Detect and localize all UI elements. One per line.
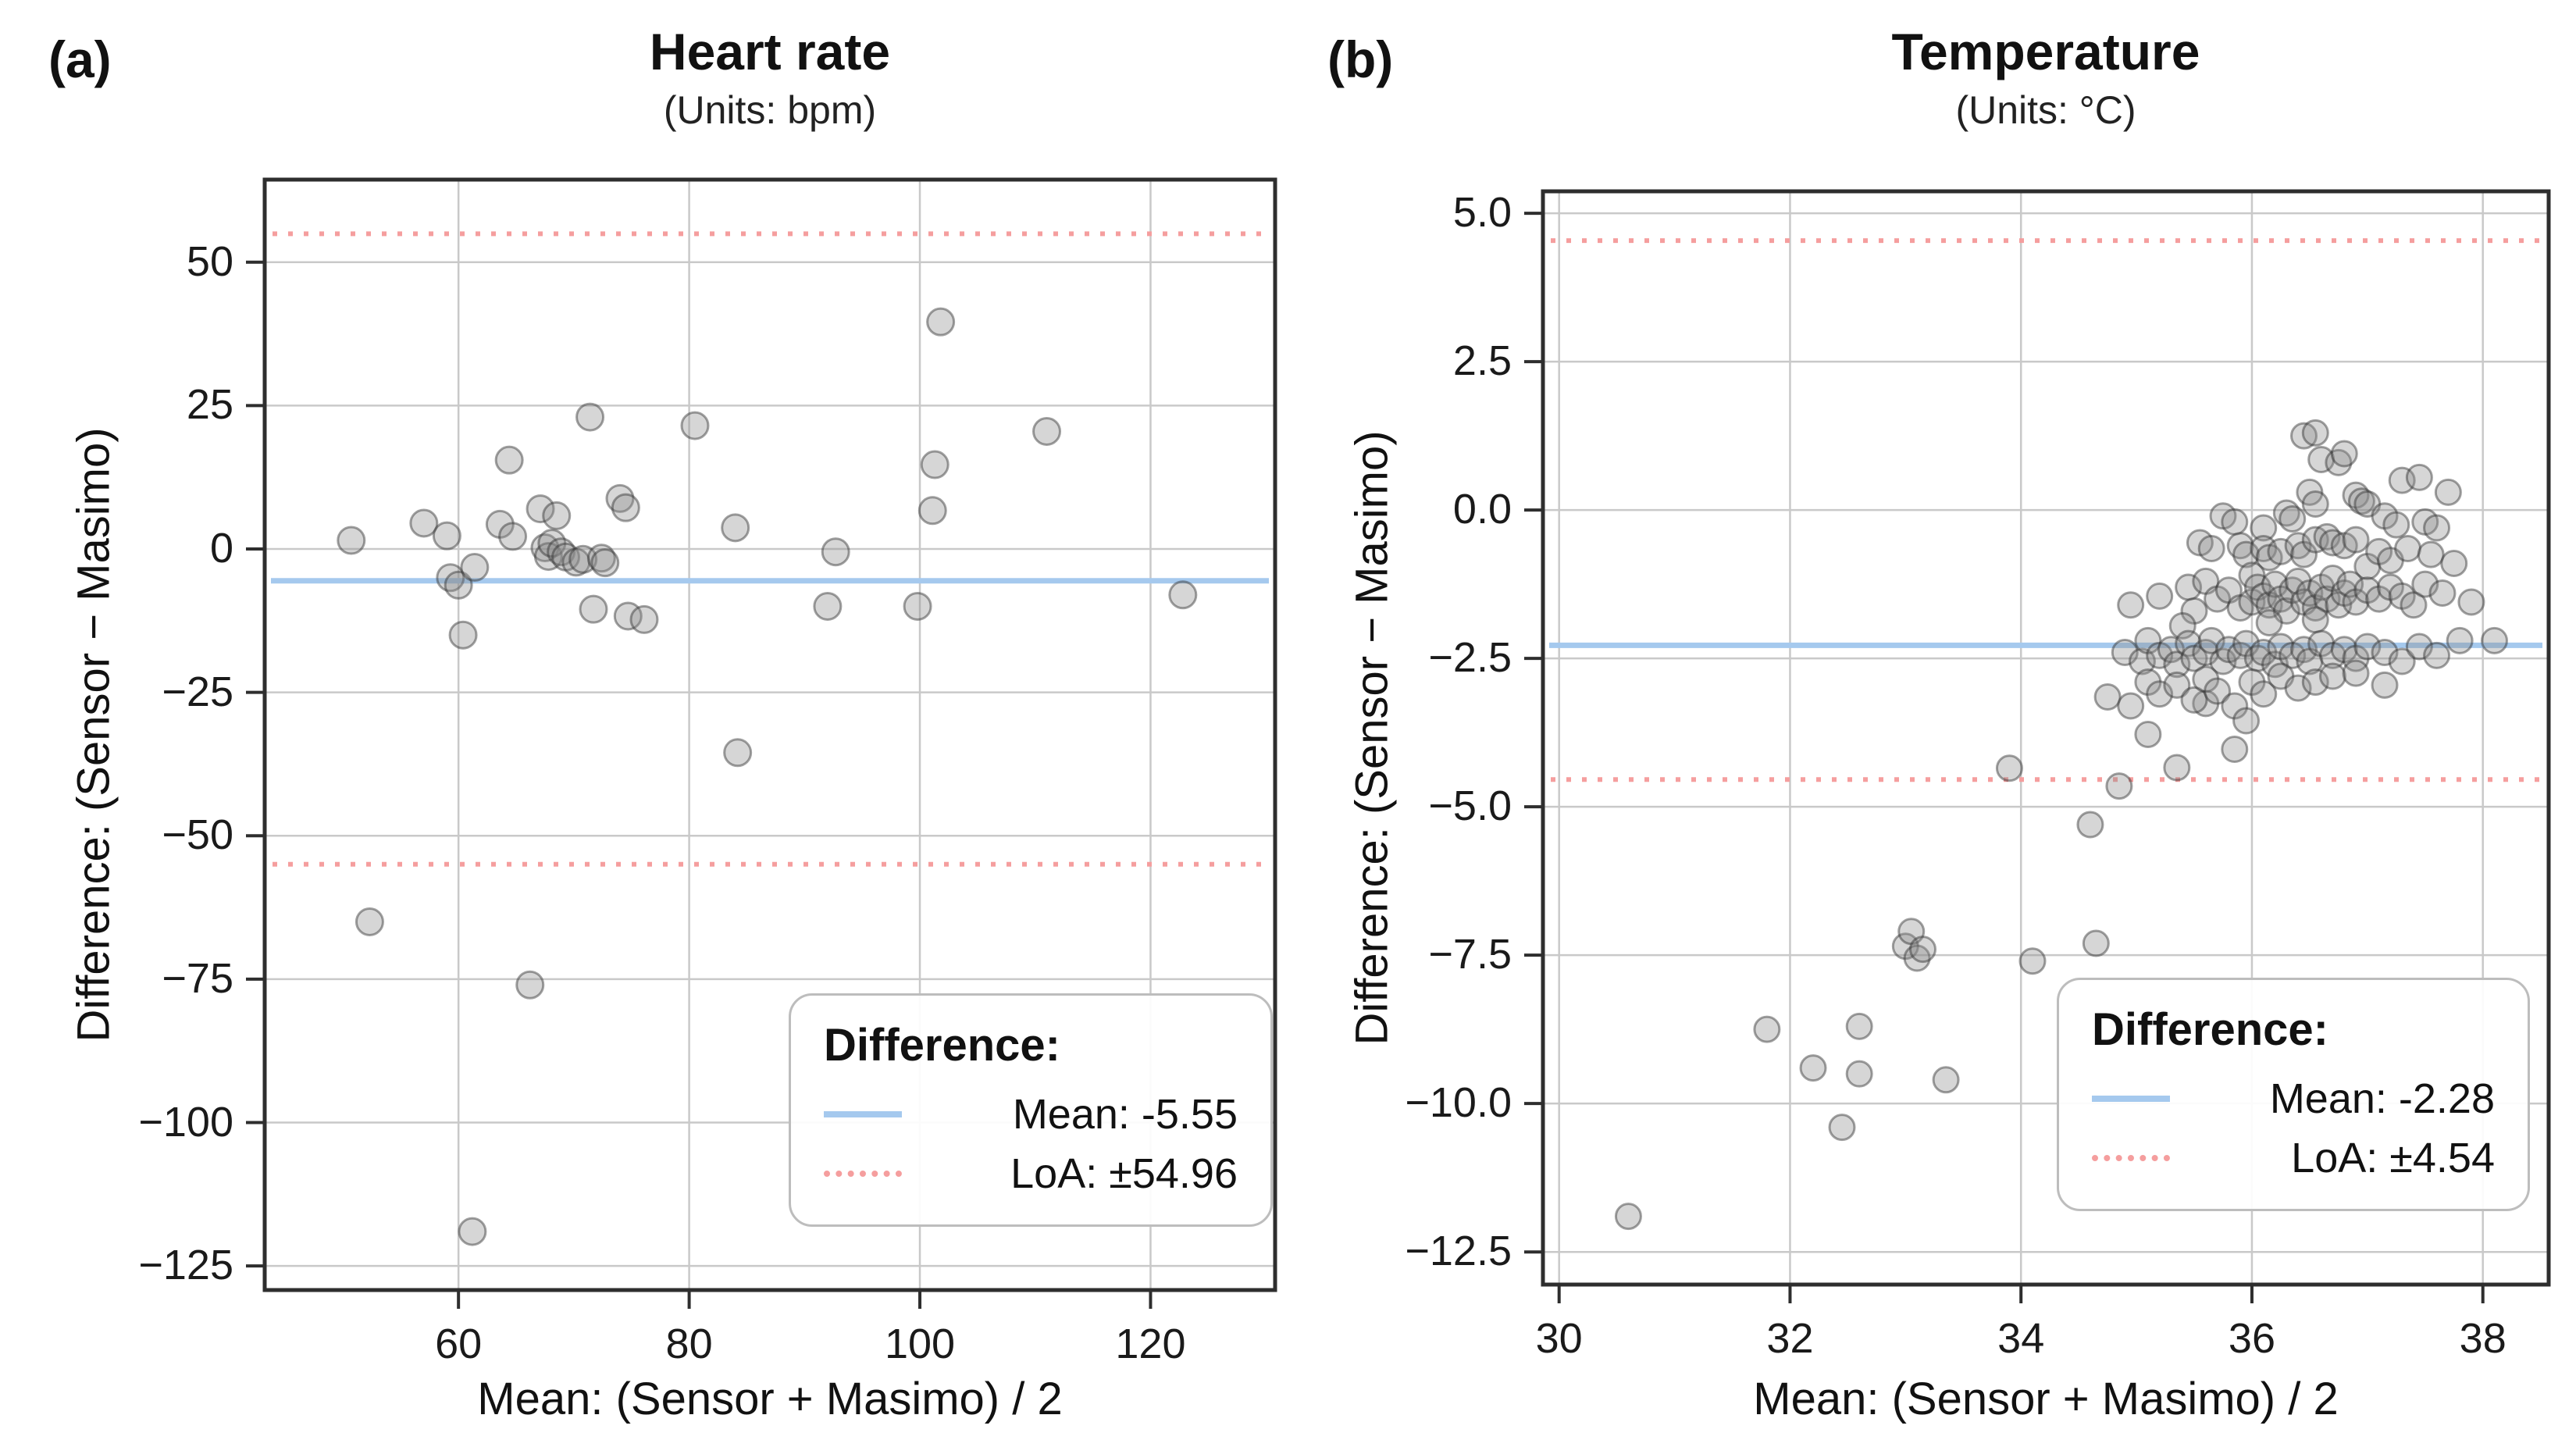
x-tick-label: 38 — [2459, 1315, 2507, 1362]
panel-a-legend-mean-row: Mean: -5.55 — [824, 1090, 1238, 1139]
y-tick-label: −125 — [138, 1242, 233, 1289]
panel-a-x-axis-title: Mean: (Sensor + Masimo) / 2 — [477, 1374, 1063, 1424]
y-tick-label: 0.0 — [1452, 486, 1512, 533]
y-tick-label: −50 — [162, 811, 233, 859]
panel-b-legend-mean-label: Mean: -2.28 — [2269, 1075, 2495, 1122]
y-tick-label: −100 — [138, 1098, 233, 1146]
panel-b-legend-mean-row: Mean: -2.28 — [2092, 1075, 2495, 1123]
y-tick-label: −25 — [162, 668, 233, 715]
panel-b-legend-loa-row: LoA: ±4.54 — [2092, 1134, 2495, 1182]
panel-a-legend-loa-row: LoA: ±54.96 — [824, 1149, 1238, 1198]
panel-b-title: Temperature — [1891, 23, 2200, 80]
x-tick-label: 100 — [884, 1320, 956, 1367]
panel-b-letter: (b) — [1327, 30, 1394, 88]
panel-a-plot-area — [246, 177, 1277, 1309]
panel-a-subtitle: (Units: bpm) — [663, 88, 877, 132]
y-tick-label: −75 — [162, 954, 233, 1002]
x-tick-label: 36 — [2228, 1315, 2275, 1362]
panel-b-subtitle: (Units: °C) — [1955, 88, 2136, 132]
loa-line-swatch — [2092, 1155, 2170, 1161]
y-tick-label: −7.5 — [1428, 931, 1512, 978]
x-tick-label: 34 — [1997, 1315, 2045, 1362]
y-tick-label: 5.0 — [1452, 189, 1512, 237]
panel-a-legend-mean-label: Mean: -5.55 — [1012, 1091, 1238, 1138]
x-tick-label: 60 — [435, 1320, 483, 1367]
y-tick-label: 2.5 — [1452, 337, 1512, 385]
panel-a-legend-loa-label: LoA: ±54.96 — [1010, 1150, 1238, 1197]
panel-a-legend-header: Difference: — [824, 1020, 1060, 1071]
panel-b-plot-area — [1524, 189, 2551, 1303]
x-tick-label: 80 — [665, 1320, 713, 1367]
panel-a-title: Heart rate — [649, 23, 891, 80]
panel-b-y-axis-title: Difference: (Sensor − Masimo) — [1346, 430, 1398, 1046]
y-tick-label: 25 — [186, 381, 233, 429]
panel-a-legend: Difference: Mean: -5.55 LoA: ±54.96 — [789, 993, 1273, 1227]
panel-a-y-axis-title: Difference: (Sensor − Masimo) — [68, 427, 119, 1042]
panel-b-x-axis-title: Mean: (Sensor + Masimo) / 2 — [1753, 1374, 2339, 1424]
y-tick-label: −12.5 — [1405, 1228, 1512, 1275]
loa-line-swatch — [824, 1171, 902, 1177]
mean-line-swatch — [824, 1111, 902, 1117]
x-tick-label: 120 — [1115, 1320, 1186, 1367]
y-tick-label: −10.0 — [1405, 1079, 1512, 1127]
x-tick-label: 32 — [1766, 1315, 1814, 1362]
mean-line-swatch — [2092, 1096, 2170, 1102]
y-tick-label: −2.5 — [1428, 634, 1512, 682]
panel-b-legend-header: Difference: — [2092, 1004, 2328, 1055]
x-tick-label: 30 — [1535, 1315, 1583, 1362]
panel-a-letter: (a) — [48, 30, 112, 88]
panel-b-legend: Difference: Mean: -2.28 LoA: ±4.54 — [2057, 978, 2530, 1211]
panel-b-legend-loa-label: LoA: ±4.54 — [2291, 1135, 2495, 1181]
y-tick-label: 50 — [186, 237, 233, 285]
y-tick-label: −5.0 — [1428, 782, 1512, 830]
y-tick-label: 0 — [209, 525, 233, 572]
